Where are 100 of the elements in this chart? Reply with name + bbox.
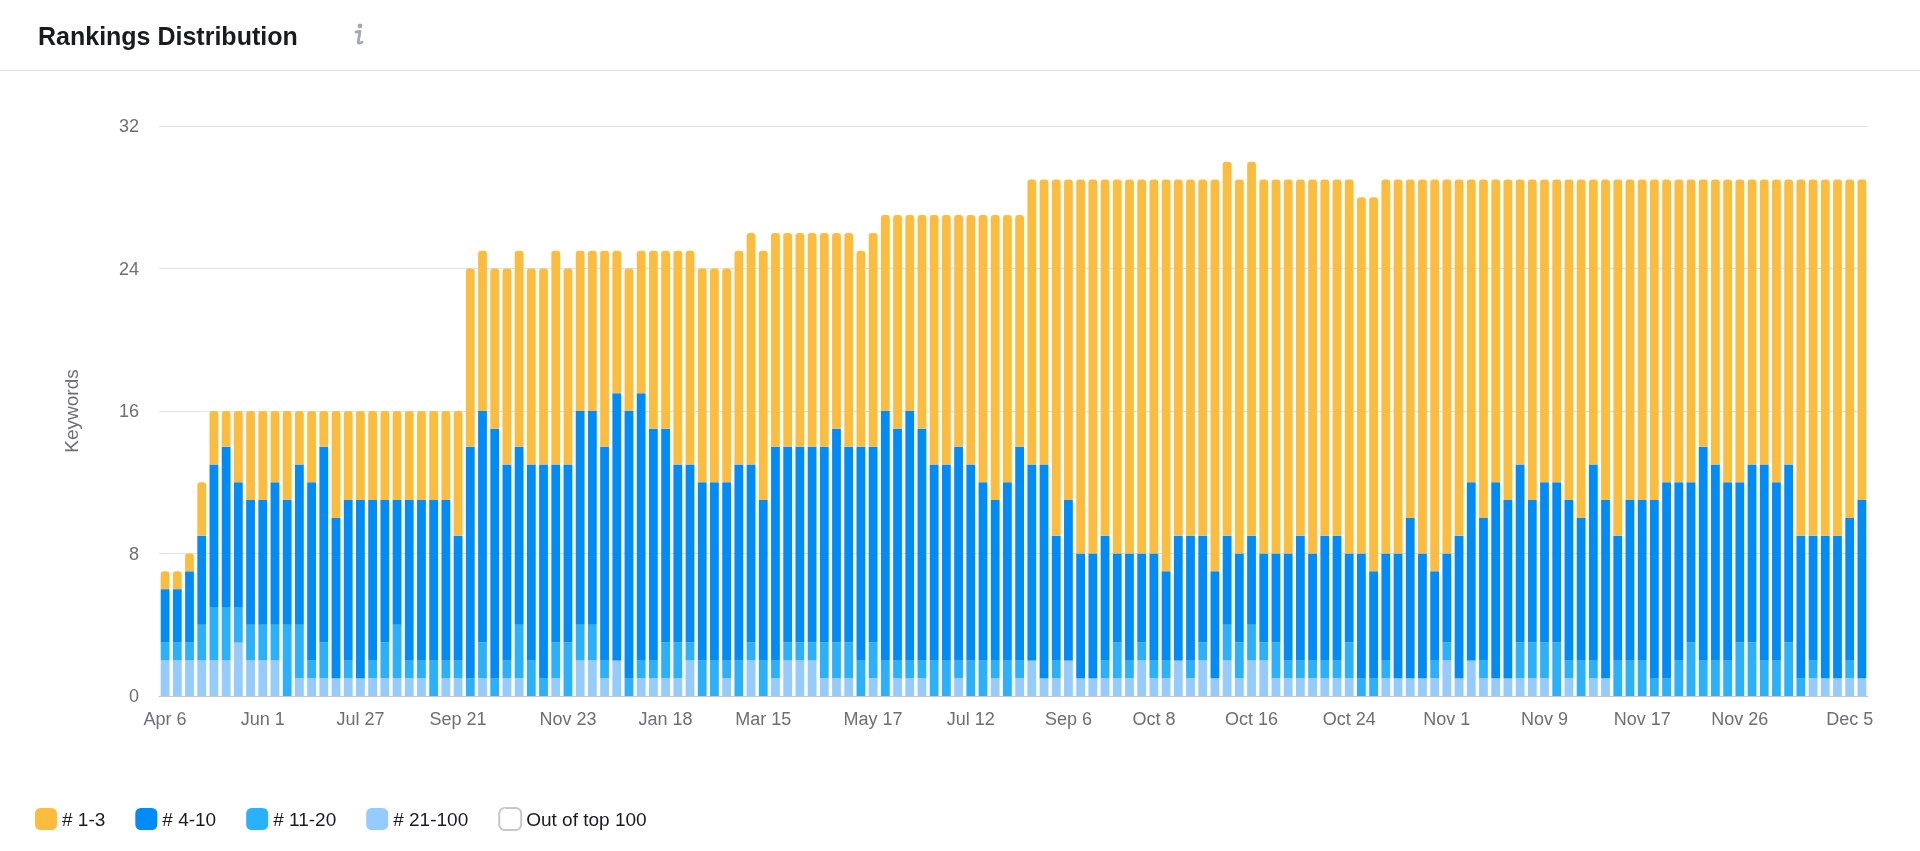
bar bbox=[343, 411, 353, 501]
bar bbox=[1820, 678, 1830, 696]
bar bbox=[648, 250, 658, 429]
bar bbox=[368, 678, 378, 696]
legend-label: # 11-20 bbox=[273, 808, 337, 830]
bar bbox=[1637, 660, 1647, 696]
bar bbox=[551, 642, 561, 679]
bar bbox=[1283, 660, 1293, 679]
bar bbox=[514, 446, 524, 625]
bar bbox=[392, 678, 402, 696]
bar bbox=[1222, 624, 1232, 661]
bar bbox=[1344, 642, 1354, 679]
bar bbox=[1283, 179, 1293, 554]
bar bbox=[636, 393, 646, 661]
bar bbox=[685, 250, 695, 465]
bar bbox=[1515, 179, 1525, 465]
bar bbox=[1088, 553, 1098, 679]
x-tick-label: Oct 16 bbox=[1225, 709, 1279, 729]
bar bbox=[1649, 678, 1659, 696]
bar bbox=[1161, 179, 1171, 572]
bar bbox=[1601, 179, 1610, 501]
bar bbox=[1259, 179, 1269, 554]
bar bbox=[807, 660, 817, 696]
y-tick-label: 8 bbox=[128, 543, 139, 564]
bar bbox=[819, 678, 829, 696]
bar bbox=[1295, 660, 1305, 679]
bar bbox=[307, 660, 316, 679]
bar bbox=[185, 642, 194, 661]
bar bbox=[1295, 535, 1305, 661]
bar bbox=[294, 464, 304, 625]
bar bbox=[954, 215, 963, 447]
bar bbox=[990, 660, 1000, 679]
bar bbox=[661, 250, 670, 429]
bar bbox=[490, 428, 500, 679]
bar bbox=[270, 411, 280, 483]
bar bbox=[1234, 642, 1244, 679]
bar bbox=[172, 642, 182, 661]
bar bbox=[1332, 179, 1342, 536]
bar bbox=[1149, 660, 1159, 679]
bar bbox=[319, 678, 329, 696]
bar bbox=[270, 660, 280, 696]
bar bbox=[539, 268, 548, 465]
bar bbox=[429, 411, 439, 501]
bar bbox=[1357, 553, 1366, 679]
bar bbox=[954, 660, 963, 679]
bar bbox=[502, 660, 512, 679]
bar bbox=[1833, 678, 1842, 696]
bar bbox=[990, 215, 1000, 501]
x-tick-label: Oct 24 bbox=[1322, 709, 1376, 729]
bar bbox=[1613, 179, 1623, 536]
bar bbox=[1674, 179, 1684, 483]
bar bbox=[1149, 678, 1159, 696]
bar bbox=[819, 446, 829, 643]
bar bbox=[1381, 660, 1391, 679]
bar bbox=[661, 642, 670, 679]
bar bbox=[478, 411, 487, 643]
legend-label: # 21-100 bbox=[393, 808, 469, 830]
bar bbox=[1564, 660, 1574, 679]
bar bbox=[294, 624, 304, 679]
bar bbox=[771, 446, 780, 661]
bar bbox=[1210, 571, 1220, 679]
bar bbox=[1112, 179, 1122, 554]
bar bbox=[978, 482, 988, 661]
bar bbox=[1271, 553, 1281, 643]
bar bbox=[1222, 161, 1232, 536]
bar bbox=[1161, 660, 1171, 679]
bar bbox=[282, 500, 292, 625]
bar bbox=[1479, 660, 1488, 679]
bar bbox=[356, 678, 365, 696]
bar bbox=[551, 678, 561, 696]
bar bbox=[917, 660, 927, 679]
bar bbox=[1332, 660, 1342, 679]
bar bbox=[1003, 215, 1012, 483]
bar bbox=[1418, 678, 1427, 696]
bar bbox=[575, 660, 585, 696]
bar bbox=[1051, 179, 1061, 536]
bar bbox=[1344, 553, 1354, 643]
bar bbox=[1613, 535, 1623, 661]
bar bbox=[539, 678, 548, 696]
bar bbox=[1125, 179, 1134, 554]
bar bbox=[783, 446, 793, 643]
x-tick-label: Jun 1 bbox=[240, 709, 285, 729]
bar bbox=[294, 678, 304, 696]
bar bbox=[844, 232, 854, 447]
bar bbox=[1723, 179, 1733, 483]
bar bbox=[929, 215, 939, 465]
bar bbox=[978, 660, 988, 696]
bar bbox=[868, 642, 878, 679]
bar bbox=[221, 660, 231, 696]
bar bbox=[404, 678, 414, 696]
bar bbox=[1747, 179, 1757, 465]
bar bbox=[319, 446, 329, 643]
x-tick-label: Sep 6 bbox=[1044, 709, 1092, 729]
bar bbox=[600, 678, 609, 696]
bar bbox=[1259, 553, 1269, 643]
bar bbox=[1442, 179, 1452, 554]
bar bbox=[1320, 179, 1330, 536]
bar bbox=[600, 250, 609, 447]
bar bbox=[1491, 678, 1501, 696]
bar bbox=[673, 678, 683, 696]
